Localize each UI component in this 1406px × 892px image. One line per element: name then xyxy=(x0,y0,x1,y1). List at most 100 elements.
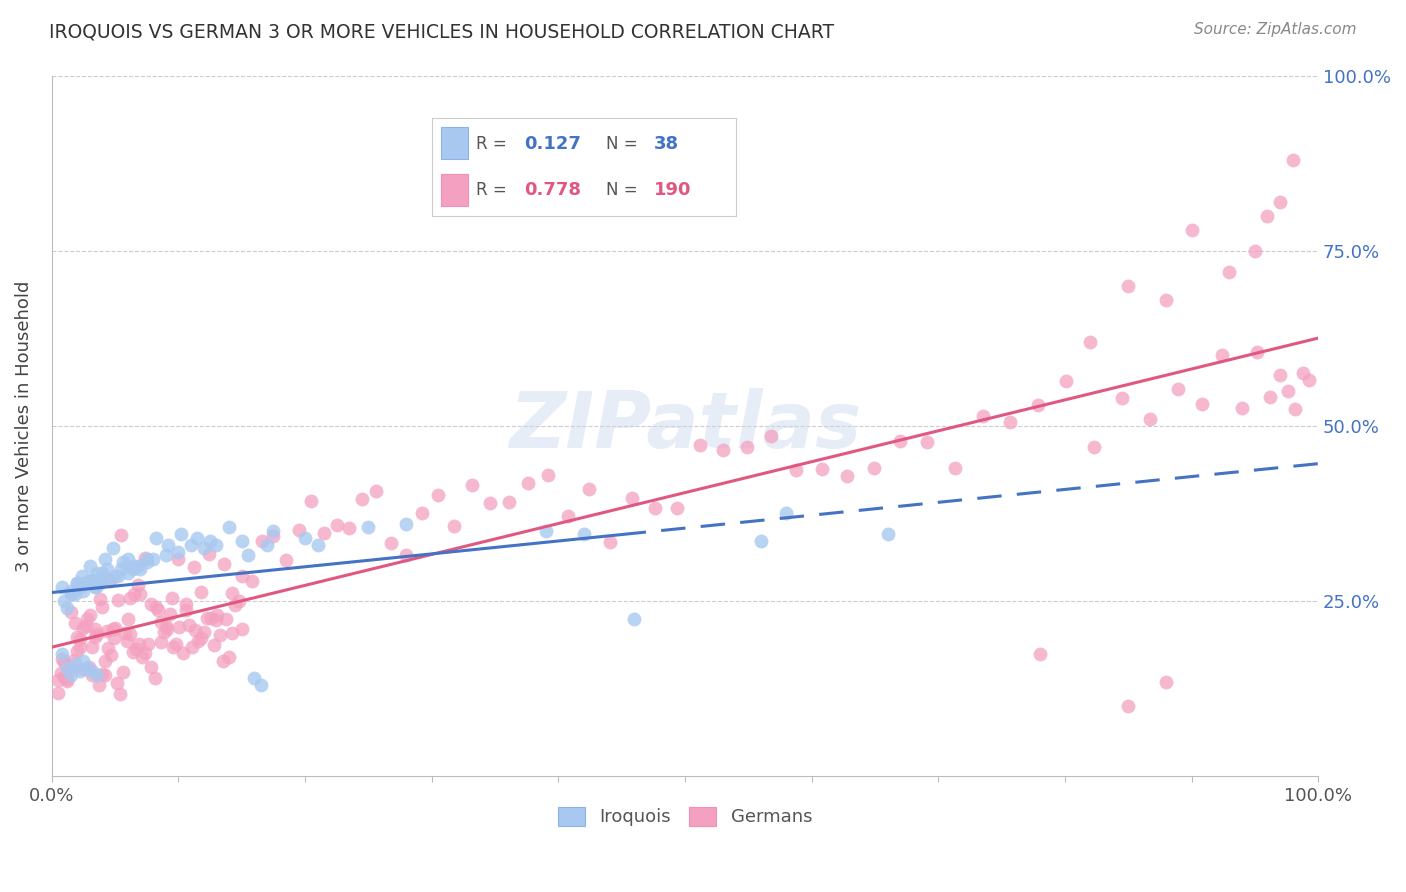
Point xyxy=(101,622,124,636)
Point xyxy=(51,666,73,681)
Point xyxy=(1268,194,1291,209)
Point xyxy=(98,574,121,588)
Point xyxy=(249,678,271,692)
Point xyxy=(56,660,79,674)
Point xyxy=(83,622,105,636)
Point xyxy=(149,615,172,629)
Point xyxy=(228,594,250,608)
Point xyxy=(135,552,157,566)
Point xyxy=(350,492,373,507)
Point xyxy=(59,583,82,598)
Point xyxy=(110,562,132,576)
Point xyxy=(1000,415,1022,429)
Point xyxy=(89,576,111,591)
Point xyxy=(1256,209,1278,223)
Point xyxy=(94,654,117,668)
Point xyxy=(128,637,150,651)
Point xyxy=(131,650,153,665)
Point xyxy=(66,576,89,591)
Point xyxy=(70,569,93,583)
Point xyxy=(443,519,465,533)
Point xyxy=(69,632,91,646)
Point xyxy=(96,624,118,639)
Point xyxy=(357,520,380,534)
Point xyxy=(76,612,98,626)
Point xyxy=(63,615,86,630)
Point xyxy=(90,666,112,681)
Point xyxy=(180,640,202,655)
Point xyxy=(623,611,645,625)
Point xyxy=(107,569,129,583)
Point xyxy=(82,664,104,678)
Point xyxy=(62,653,84,667)
Point xyxy=(167,552,190,566)
Point xyxy=(66,576,89,591)
Point xyxy=(105,675,128,690)
Point xyxy=(145,600,167,615)
Point xyxy=(91,566,114,580)
Point xyxy=(46,673,69,687)
Point xyxy=(1281,153,1303,167)
Point xyxy=(312,525,335,540)
Point xyxy=(889,434,911,449)
Point xyxy=(411,506,433,520)
Point xyxy=(1277,384,1299,399)
Point xyxy=(395,548,418,562)
Point xyxy=(82,640,104,654)
Point xyxy=(775,507,797,521)
Point xyxy=(1218,265,1240,279)
Point xyxy=(193,541,215,556)
Point xyxy=(134,646,156,660)
Point xyxy=(169,620,191,634)
Point xyxy=(117,552,139,566)
Point xyxy=(69,664,91,678)
Point xyxy=(202,638,225,652)
Point xyxy=(115,634,138,648)
Point xyxy=(1083,440,1105,454)
Point xyxy=(165,637,187,651)
Point xyxy=(104,621,127,635)
Point xyxy=(478,496,501,510)
Point xyxy=(1230,401,1253,415)
Point xyxy=(79,559,101,574)
Point xyxy=(835,469,858,483)
Point xyxy=(1292,366,1315,380)
Point xyxy=(231,568,253,582)
Text: Source: ZipAtlas.com: Source: ZipAtlas.com xyxy=(1194,22,1357,37)
Point xyxy=(205,613,228,627)
Point xyxy=(810,462,832,476)
Point xyxy=(79,573,101,587)
Point xyxy=(160,591,183,605)
Point xyxy=(644,501,666,516)
Point xyxy=(59,663,82,677)
Point xyxy=(155,549,177,563)
Point xyxy=(498,494,520,508)
Point xyxy=(77,659,100,673)
Point xyxy=(127,577,149,591)
Point xyxy=(1116,699,1139,714)
Point xyxy=(101,541,124,556)
Point xyxy=(69,580,91,594)
Point xyxy=(364,484,387,499)
Point xyxy=(236,549,259,563)
Point xyxy=(325,517,347,532)
Point xyxy=(534,524,557,538)
Point xyxy=(262,524,284,538)
Point xyxy=(599,535,621,549)
Point xyxy=(155,618,177,632)
Point xyxy=(86,627,108,641)
Point xyxy=(299,494,322,508)
Point xyxy=(735,441,758,455)
Point xyxy=(135,556,157,570)
Point xyxy=(395,516,418,531)
Point xyxy=(180,538,202,552)
Point xyxy=(876,527,898,541)
Point xyxy=(380,536,402,550)
Point xyxy=(89,592,111,607)
Point xyxy=(1246,345,1268,359)
Point xyxy=(221,586,243,600)
Point xyxy=(107,592,129,607)
Point xyxy=(53,655,76,669)
Point xyxy=(186,531,208,545)
Point xyxy=(187,634,209,648)
